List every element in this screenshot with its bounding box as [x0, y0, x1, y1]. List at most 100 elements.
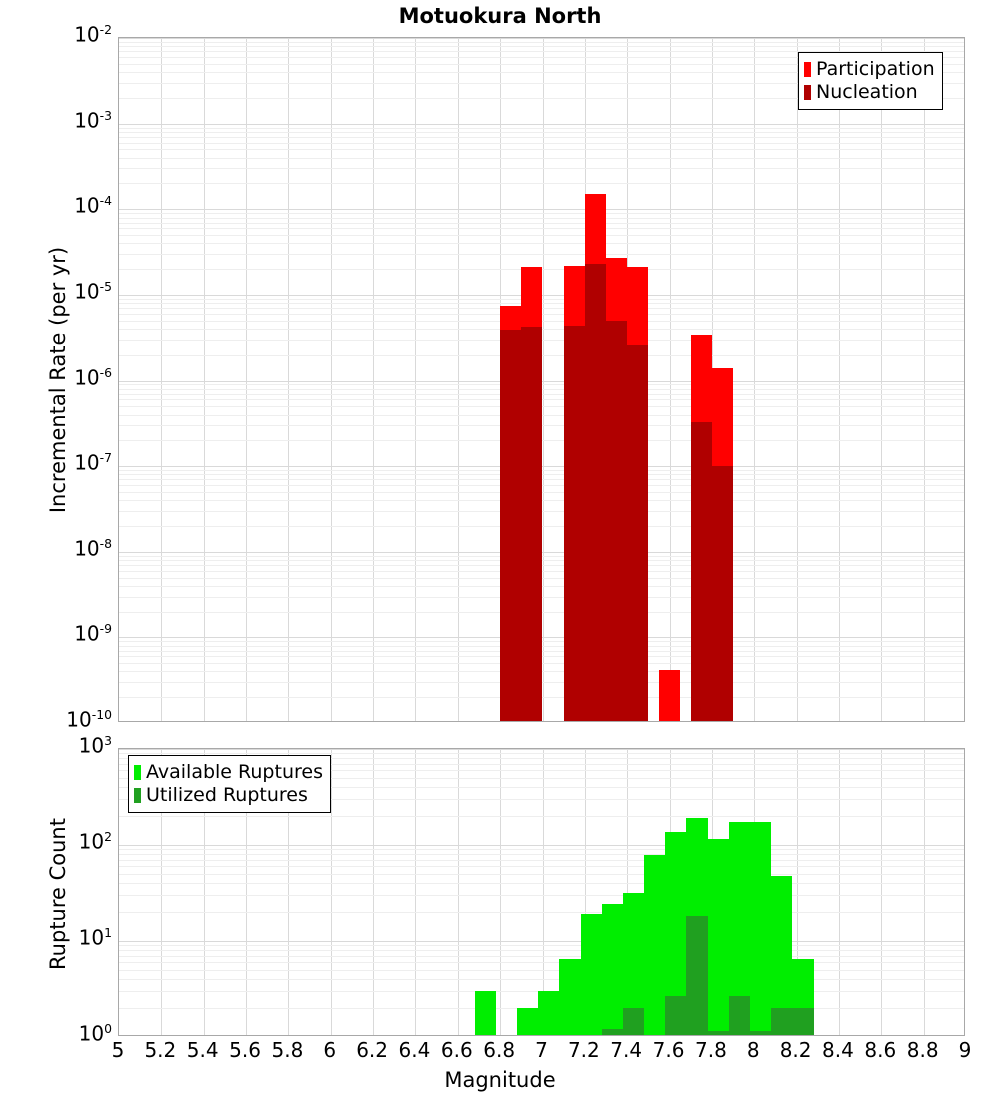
legend-item[interactable]: Nucleation [804, 81, 935, 104]
available-ruptures-bar [707, 839, 729, 1035]
x-tick-label: 6 [323, 1038, 337, 1062]
y-tick-label: 103 [78, 733, 112, 758]
available-ruptures-bar [665, 832, 687, 1035]
minor-gridline [119, 778, 964, 779]
minor-gridline [119, 137, 964, 138]
vertical-gridline [754, 38, 756, 721]
vertical-gridline [288, 38, 290, 721]
minor-gridline [119, 51, 964, 52]
minor-gridline [119, 235, 964, 236]
nucleation-bar [500, 329, 522, 721]
bottom-bars [119, 749, 964, 1035]
legend-label: Nucleation [816, 81, 918, 103]
minor-gridline [119, 128, 964, 129]
minor-gridline [119, 979, 964, 980]
minor-gridline [119, 64, 964, 65]
minor-gridline [119, 228, 964, 229]
vertical-gridline [203, 749, 205, 1035]
minor-gridline [119, 950, 964, 951]
x-tick-label: 8.6 [864, 1038, 897, 1062]
y-tick-label: 10-10 [66, 707, 112, 732]
legend-swatch-icon [804, 85, 811, 100]
vertical-gridline [838, 749, 840, 1035]
bottom-y-axis-label: Rupture Count [46, 818, 70, 970]
x-tick-label: 6.2 [356, 1038, 388, 1062]
vertical-gridline [457, 749, 459, 1035]
incremental-rate-plot [118, 37, 965, 722]
x-axis-label: Magnitude [444, 1068, 556, 1092]
legend-swatch-icon [804, 62, 811, 77]
major-gridline [119, 38, 964, 39]
nucleation-bar [606, 321, 628, 721]
legend-item[interactable]: Available Ruptures [134, 761, 323, 784]
x-tick-label: 6.4 [398, 1038, 431, 1062]
nucleation-bar [711, 466, 734, 721]
minor-gridline [119, 799, 964, 800]
legend-top[interactable]: Participation Nucleation [798, 52, 943, 110]
minor-gridline [119, 956, 964, 957]
minor-gridline [119, 849, 964, 850]
minor-gridline [119, 945, 964, 946]
minor-gridline [119, 787, 964, 788]
minor-gridline [119, 770, 964, 771]
minor-gridline [119, 46, 964, 47]
x-tick-label: 6.8 [483, 1038, 516, 1062]
x-tick-label: 5.6 [229, 1038, 261, 1062]
minor-gridline [119, 213, 964, 214]
legend-item[interactable]: Participation [804, 58, 935, 81]
utilized-ruptures-bar [686, 916, 708, 1035]
vertical-gridline [161, 38, 163, 721]
minor-gridline [119, 764, 964, 765]
top-y-axis-label: Incremental Rate (per yr) [46, 246, 70, 514]
legend-label: Utilized Ruptures [146, 784, 308, 806]
legend-bottom[interactable]: Available Ruptures Utilized Ruptures [128, 755, 331, 813]
x-tick-label: 7.2 [567, 1038, 600, 1062]
minor-gridline [119, 223, 964, 224]
vertical-gridline [500, 749, 502, 1035]
utilized-ruptures-bar [792, 1008, 814, 1035]
minor-gridline [119, 254, 964, 255]
utilized-ruptures-bar [601, 1029, 623, 1035]
minor-gridline [119, 895, 964, 896]
y-tick-label: 102 [78, 829, 112, 854]
available-ruptures-bar [771, 876, 793, 1035]
minor-gridline [119, 149, 964, 150]
available-ruptures-bar [728, 821, 750, 1035]
y-tick-label: 10-2 [74, 22, 112, 47]
available-ruptures-bar [644, 855, 666, 1035]
minor-gridline [119, 183, 964, 184]
page-title: Motuokura North [398, 4, 602, 28]
vertical-gridline [161, 749, 163, 1035]
available-ruptures-bar [559, 958, 581, 1035]
vertical-gridline [246, 749, 248, 1035]
nucleation-bar [627, 344, 649, 721]
vertical-gridline [373, 38, 375, 721]
utilized-ruptures-bar [622, 1008, 645, 1035]
vertical-gridline [881, 749, 883, 1035]
available-ruptures-bar [601, 904, 623, 1035]
available-ruptures-bar [474, 991, 496, 1035]
minor-gridline [119, 143, 964, 144]
x-tick-label: 5.4 [186, 1038, 219, 1062]
legend-item[interactable]: Utilized Ruptures [134, 784, 323, 807]
y-tick-label: 101 [78, 925, 112, 950]
minor-gridline [119, 218, 964, 219]
vertical-gridline [669, 38, 671, 721]
minor-gridline [119, 970, 964, 971]
minor-gridline [119, 83, 964, 84]
x-tick-label: 8 [746, 1038, 760, 1062]
x-tick-label: 5.8 [271, 1038, 304, 1062]
y-tick-label: 10-4 [74, 193, 112, 218]
vertical-gridline [542, 749, 544, 1035]
minor-gridline [119, 758, 964, 759]
y-tick-label: 10-5 [74, 278, 112, 304]
nucleation-bar [563, 326, 585, 721]
vertical-gridline [542, 38, 544, 721]
vertical-gridline [796, 749, 798, 1035]
available-ruptures-bar [580, 914, 602, 1035]
minor-gridline [119, 243, 964, 244]
vertical-gridline [627, 749, 629, 1035]
vertical-gridline [330, 38, 332, 721]
minor-gridline [119, 168, 964, 169]
